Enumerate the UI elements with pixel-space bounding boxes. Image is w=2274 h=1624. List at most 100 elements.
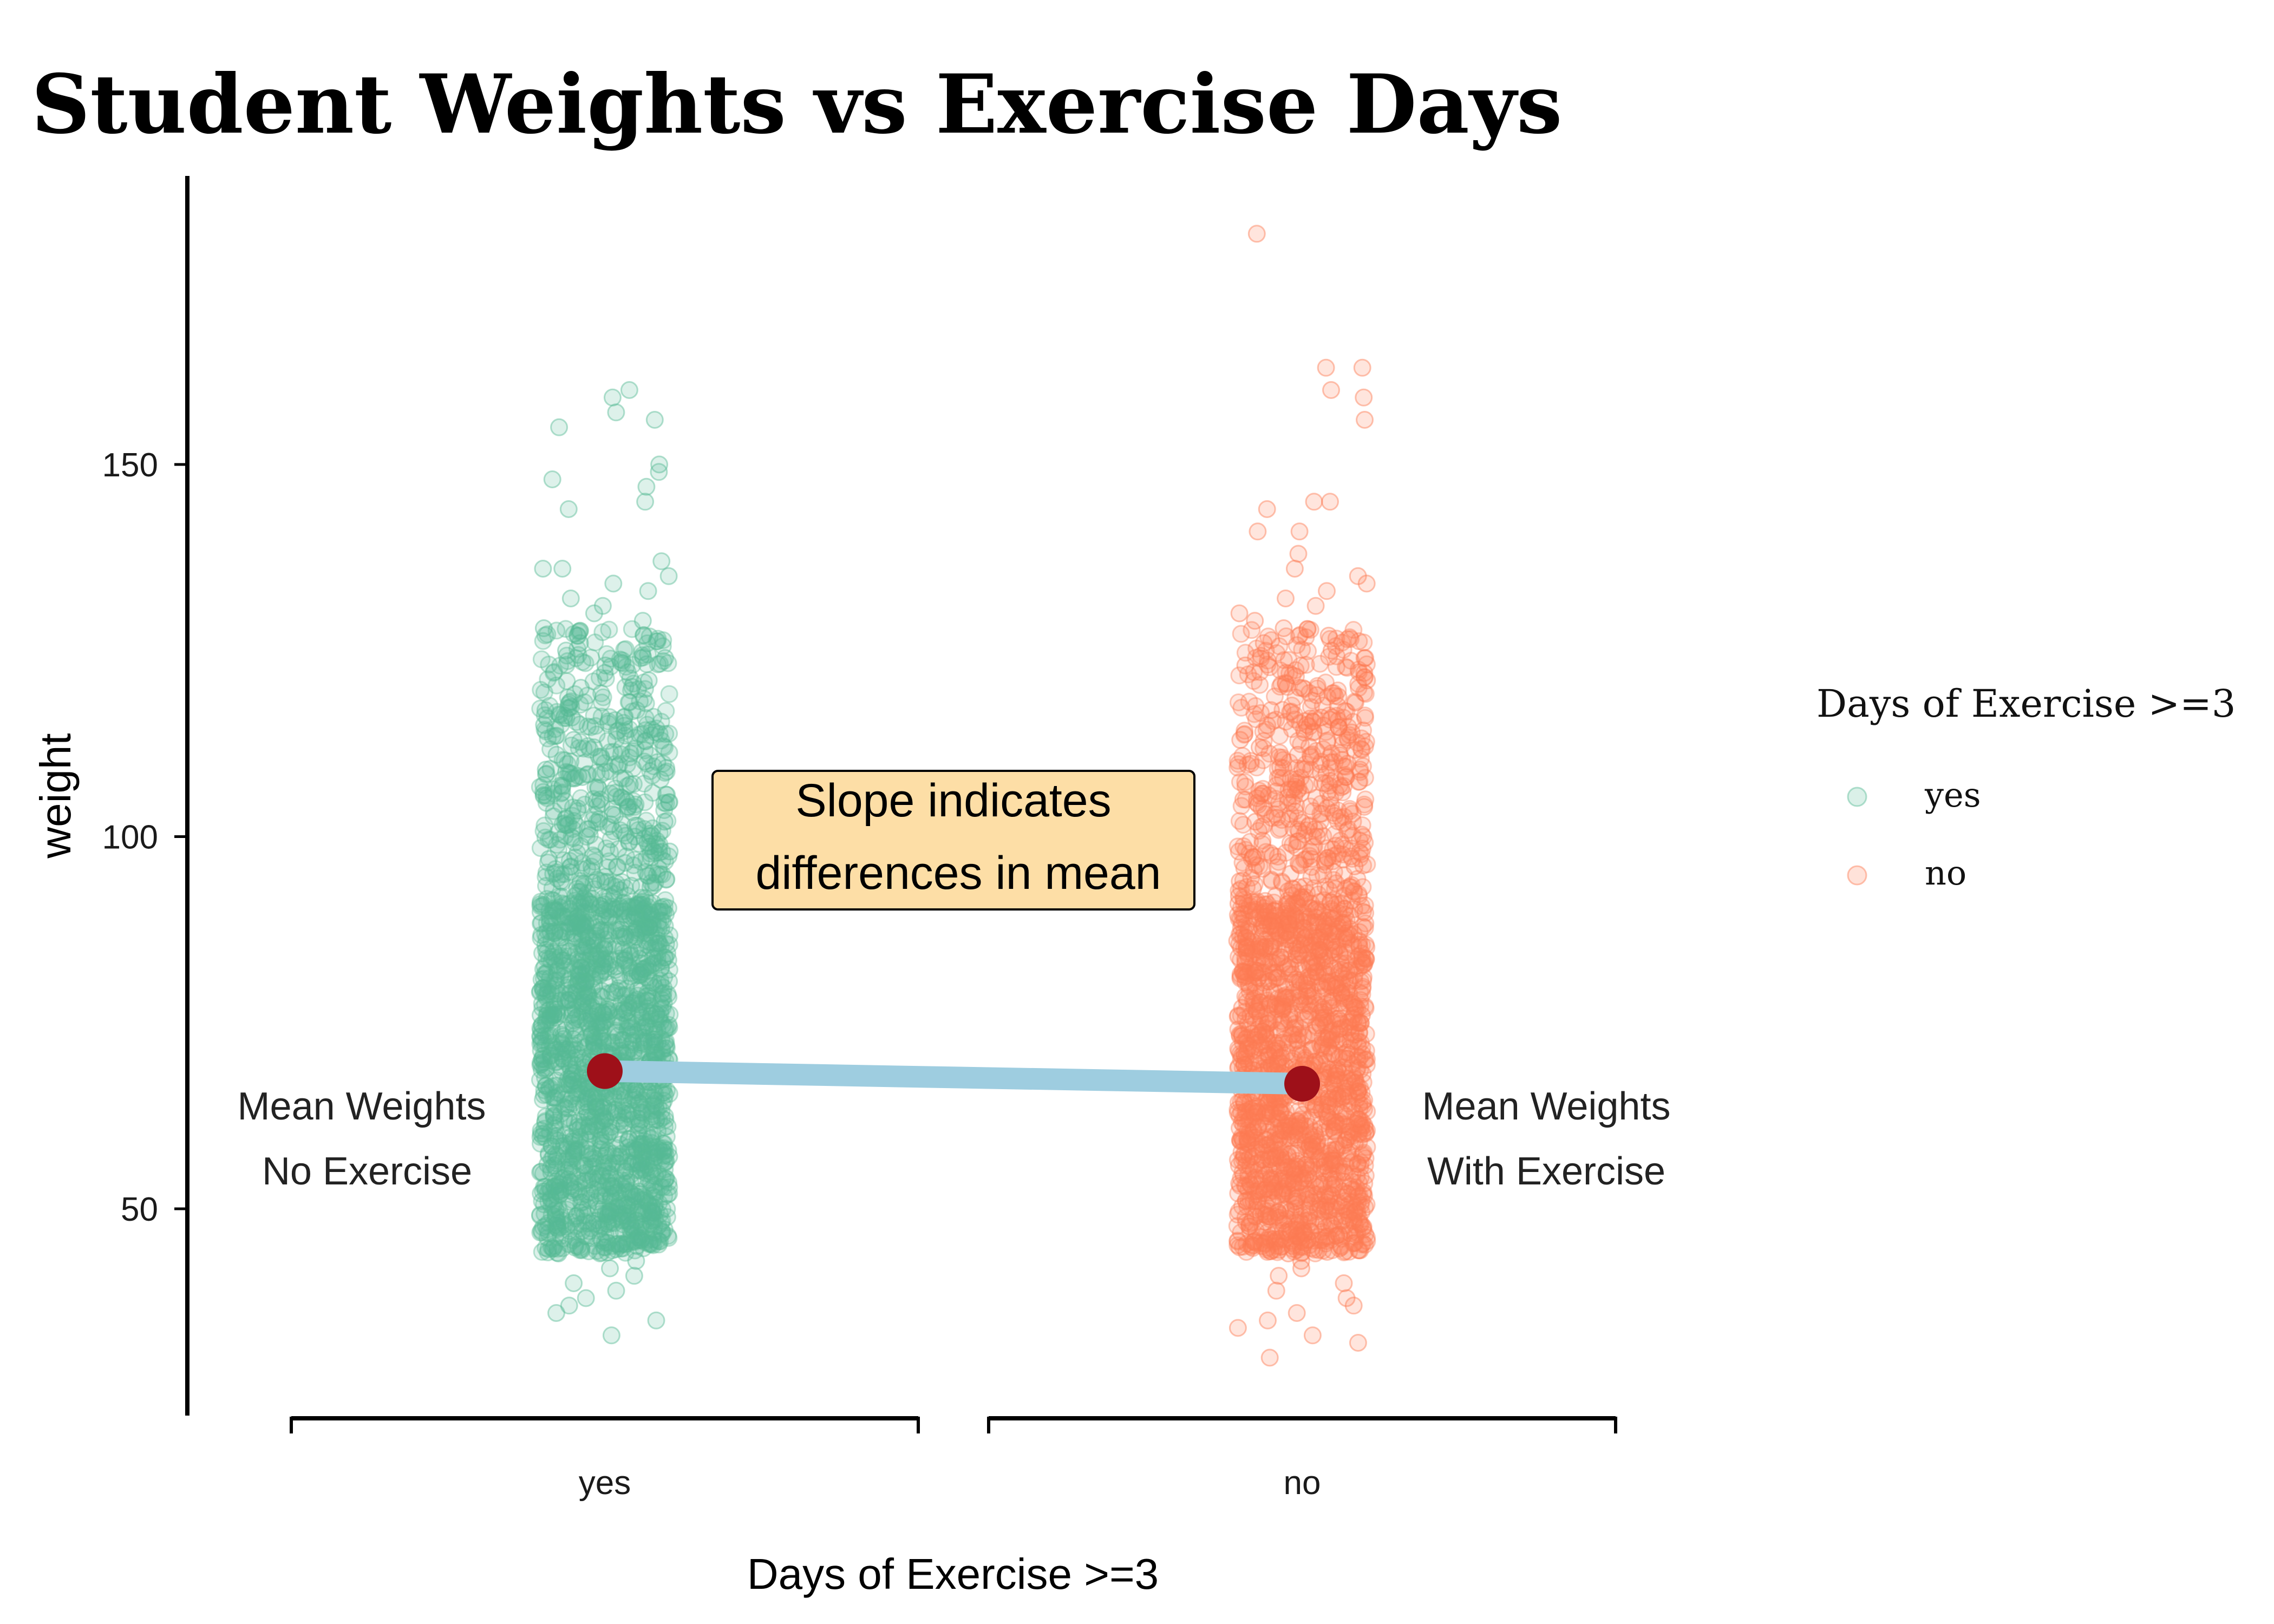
point-yes: [535, 1081, 553, 1099]
point-yes: [560, 971, 578, 989]
point-yes: [558, 1076, 576, 1094]
point-no: [1355, 798, 1374, 816]
point-no: [1323, 909, 1341, 928]
point-yes: [644, 1230, 663, 1249]
point-yes: [641, 1207, 659, 1226]
point-yes: [656, 1021, 674, 1039]
point-yes: [611, 1116, 629, 1134]
point-yes: [656, 891, 675, 909]
point-yes: [648, 753, 666, 771]
point-yes: [644, 949, 662, 967]
point-yes: [578, 1088, 596, 1106]
point-yes: [646, 1097, 665, 1115]
point-yes: [660, 960, 678, 979]
point-yes: [539, 983, 557, 1001]
point-yes: [592, 987, 611, 1006]
point-no: [1353, 358, 1371, 377]
point-yes: [573, 768, 591, 786]
point-yes: [644, 916, 662, 934]
point-yes: [536, 925, 554, 943]
point-yes: [602, 1326, 620, 1345]
point-yes: [579, 1214, 597, 1233]
point-yes: [616, 1004, 634, 1023]
point-yes: [656, 649, 674, 667]
point-no: [1229, 894, 1247, 913]
point-yes: [633, 910, 652, 928]
point-yes: [632, 1218, 650, 1236]
point-no: [1277, 1200, 1295, 1218]
point-yes: [603, 1034, 621, 1053]
point-yes: [638, 898, 657, 916]
point-yes: [659, 988, 678, 1006]
point-yes: [629, 1222, 647, 1241]
point-no: [1237, 1177, 1255, 1196]
point-yes: [568, 1007, 587, 1025]
point-yes: [633, 1191, 651, 1209]
point-no: [1232, 698, 1251, 717]
point-yes: [615, 893, 633, 912]
y-tick-label: 50: [121, 1191, 158, 1228]
point-yes: [617, 1171, 636, 1190]
point-yes: [564, 914, 582, 932]
point-yes: [628, 1237, 646, 1255]
point-no: [1302, 936, 1321, 954]
point-yes: [565, 1140, 583, 1158]
point-yes: [534, 1046, 552, 1065]
point-yes: [565, 1021, 583, 1039]
point-yes: [630, 1228, 648, 1247]
point-yes: [620, 947, 639, 965]
point-yes: [541, 1011, 559, 1029]
point-yes: [571, 952, 589, 970]
point-yes: [560, 954, 579, 972]
point-yes: [568, 1152, 586, 1170]
point-yes: [564, 1072, 583, 1090]
point-yes: [546, 1040, 564, 1059]
point-yes: [639, 1201, 657, 1220]
point-yes: [583, 998, 601, 1016]
point-yes: [593, 1167, 612, 1185]
point-yes: [642, 928, 661, 946]
point-yes: [632, 924, 651, 942]
point-yes: [660, 1018, 678, 1037]
point-yes: [639, 987, 657, 1005]
point-yes: [646, 1196, 664, 1214]
point-no: [1304, 1170, 1322, 1188]
point-no: [1298, 716, 1316, 734]
point-yes: [561, 857, 580, 875]
point-yes: [547, 1151, 565, 1170]
point-yes: [593, 1162, 612, 1181]
point-yes: [563, 1132, 581, 1151]
point-yes: [604, 1155, 622, 1173]
point-yes: [536, 1112, 554, 1130]
point-yes: [652, 1030, 671, 1049]
point-no: [1319, 626, 1338, 645]
point-yes: [556, 1161, 574, 1179]
point-yes: [591, 1229, 610, 1248]
point-yes: [551, 1218, 570, 1236]
point-yes: [559, 500, 578, 518]
point-yes: [636, 1191, 655, 1210]
point-yes: [622, 1185, 641, 1203]
point-yes: [581, 1020, 600, 1039]
point-yes: [563, 1006, 581, 1024]
point-no: [1304, 802, 1323, 820]
point-no: [1230, 1042, 1248, 1060]
point-no: [1321, 493, 1339, 511]
point-yes: [557, 1075, 575, 1093]
point-yes: [552, 1045, 571, 1063]
point-yes: [537, 761, 555, 779]
point-yes: [535, 1053, 553, 1071]
point-yes: [582, 1088, 600, 1106]
point-yes: [531, 1053, 550, 1072]
point-yes: [540, 950, 558, 968]
point-yes: [532, 929, 550, 947]
point-yes: [606, 1147, 624, 1165]
point-yes: [535, 896, 553, 914]
point-yes: [578, 1079, 597, 1097]
point-yes: [560, 895, 578, 913]
point-yes: [655, 979, 673, 997]
point-yes: [542, 1044, 560, 1063]
point-yes: [588, 1003, 606, 1021]
point-yes: [560, 1235, 578, 1253]
point-yes: [545, 1107, 563, 1125]
